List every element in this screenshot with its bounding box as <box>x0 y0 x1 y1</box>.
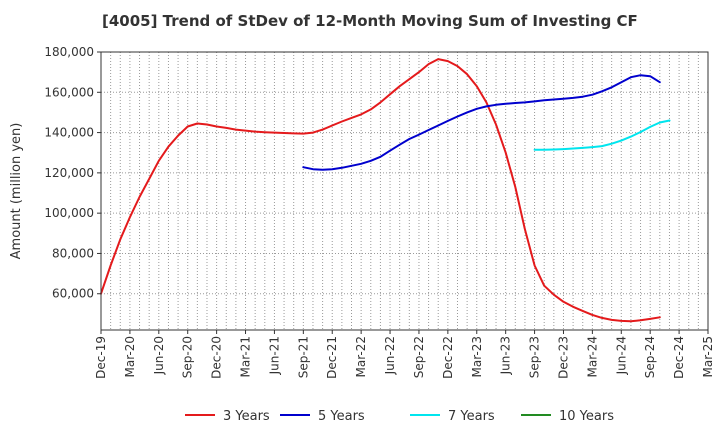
y-tick-label: 120,000 <box>44 166 94 180</box>
x-tick-label: Sep-24 <box>643 336 657 378</box>
x-tick-label: Jun-24 <box>614 336 628 375</box>
x-tick-label: Sep-20 <box>181 336 195 378</box>
x-tick-label: Mar-25 <box>701 336 715 377</box>
series-line-3-years <box>100 58 661 323</box>
x-tick-label: Mar-23 <box>470 336 484 377</box>
grid-lines <box>101 51 708 330</box>
plot-background <box>101 52 708 330</box>
plot-area <box>101 52 708 330</box>
x-tick-label: Jun-21 <box>267 336 281 375</box>
x-tick-label: Jun-22 <box>383 336 397 375</box>
y-tick-label: 160,000 <box>44 85 94 99</box>
y-axis-title: Amount (million yen) <box>9 123 24 260</box>
x-tick-label: Mar-22 <box>354 336 368 377</box>
plot-frame <box>100 51 709 331</box>
legend-label: 10 Years <box>559 409 614 424</box>
x-tick-label: Dec-23 <box>556 336 570 379</box>
legend-label: 3 Years <box>223 409 270 424</box>
x-tick-label: Dec-24 <box>672 336 686 379</box>
axes: 60,000 80,000 100,000 120,000 140,000 160,000… <box>9 45 715 379</box>
x-tick-label: Jun-20 <box>152 336 166 375</box>
series-line-7-years <box>533 119 671 151</box>
x-tick-label: Dec-20 <box>210 336 224 379</box>
x-tick-label: Mar-20 <box>123 336 137 377</box>
y-tick-label: 100,000 <box>44 206 94 220</box>
y-tick-label: 180,000 <box>44 45 94 59</box>
chart-title: [4005] Trend of StDev of 12-Month Moving… <box>102 12 638 30</box>
y-tick-label: 80,000 <box>52 246 94 260</box>
legend-label: 5 Years <box>318 409 365 424</box>
x-tick-label: Dec-22 <box>441 336 455 379</box>
series-layer <box>100 58 671 323</box>
y-tick-label: 140,000 <box>44 126 94 140</box>
x-tick-label: Mar-24 <box>585 336 599 377</box>
legend-label: 7 Years <box>448 409 495 424</box>
x-tick-label: Sep-22 <box>412 336 426 378</box>
x-tick-label: Dec-21 <box>325 336 339 379</box>
legend: 3 Years 5 Years 7 Years 10 Years <box>185 409 614 424</box>
y-tick-label: 60,000 <box>52 287 94 301</box>
x-tick-label: Sep-21 <box>296 336 310 378</box>
x-tick-label: Jun-23 <box>499 336 513 375</box>
x-tick-label: Sep-23 <box>528 336 542 378</box>
series-line-5-years <box>302 74 661 171</box>
x-tick-label: Mar-21 <box>239 336 253 377</box>
x-tick-label: Dec-19 <box>94 336 108 379</box>
